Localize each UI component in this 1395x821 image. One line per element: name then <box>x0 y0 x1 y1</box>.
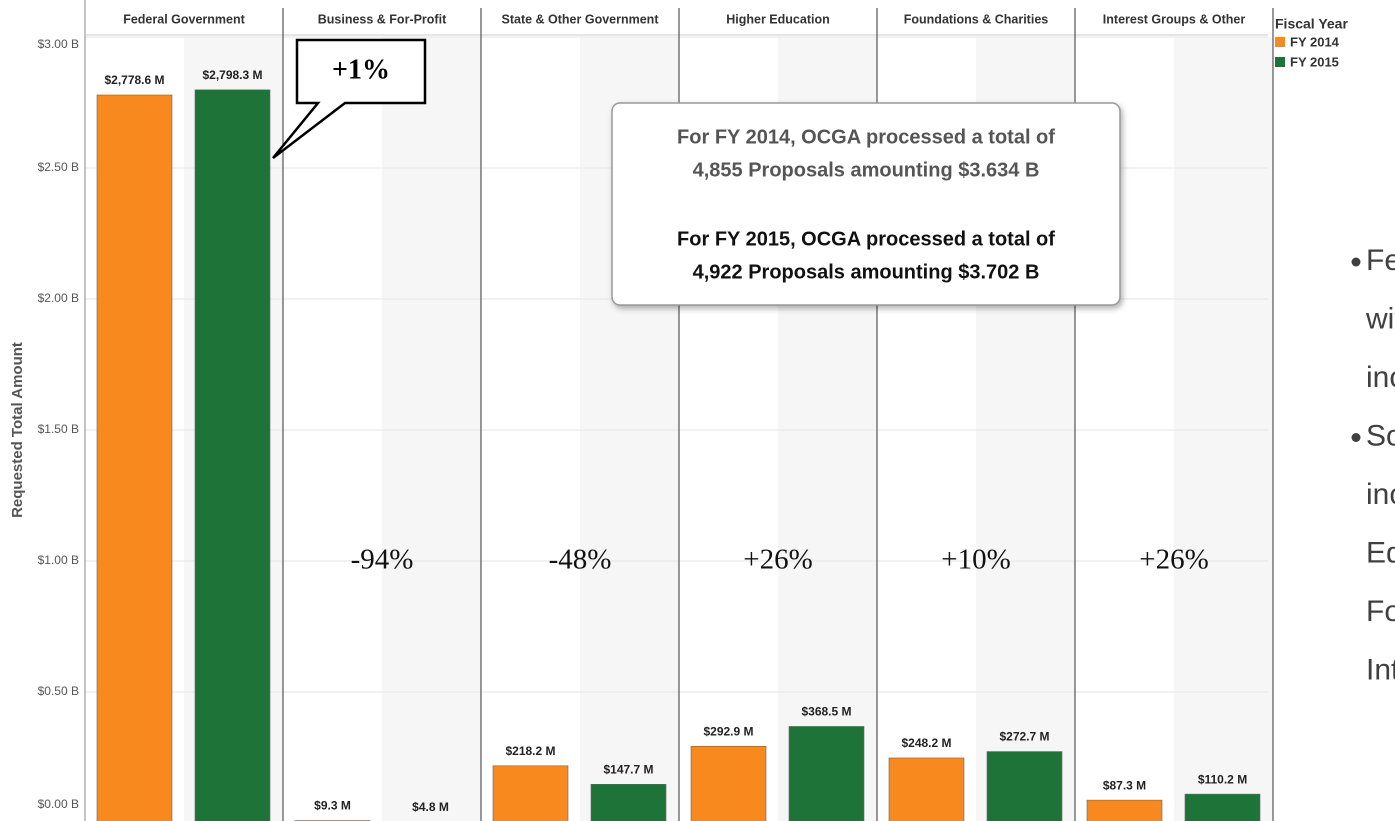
bar <box>986 751 1063 821</box>
legend-swatch <box>1275 37 1285 47</box>
bar <box>590 784 667 821</box>
pane-header: Business & For-Profit <box>318 12 447 26</box>
value-label: $87.3 M <box>1103 778 1146 792</box>
pane-header: Higher Education <box>726 12 829 26</box>
bullet-dot <box>1351 257 1361 267</box>
annotations: +1% For FY 2014, OCGA processed a total … <box>272 38 1121 306</box>
pane-header: Foundations & Charities <box>904 12 1049 26</box>
bar <box>690 745 767 821</box>
bar <box>492 765 569 821</box>
bar <box>1184 793 1261 821</box>
legend-label: FY 2015 <box>1290 54 1339 69</box>
y-tick-label: $1.00 B <box>38 553 79 567</box>
y-axis-label: Requested Total Amount <box>9 342 26 518</box>
bullet-text: inc <box>1366 478 1395 511</box>
bullet-dot <box>1351 433 1361 442</box>
info-text: For FY 2014, OCGA processed a total of <box>677 126 1055 148</box>
info-text: 4,922 Proposals amounting $3.702 B <box>693 261 1040 283</box>
bullet-text: wit <box>1365 302 1395 335</box>
callout-text: +1% <box>332 54 390 85</box>
value-label: $218.2 M <box>505 744 555 758</box>
y-tick-label: $1.50 B <box>38 422 79 436</box>
pane-shade <box>382 37 481 821</box>
pane-header: Federal Government <box>123 12 245 26</box>
bullet-text: Int <box>1366 653 1395 686</box>
bar <box>788 726 865 821</box>
value-label: $2,798.3 M <box>202 68 262 82</box>
change-label: -48% <box>549 544 612 576</box>
bar <box>1086 799 1163 821</box>
y-tick-label: $2.50 B <box>38 160 79 174</box>
change-label: -94% <box>351 544 414 576</box>
bullet-text: Son <box>1366 419 1395 452</box>
bullet-text: Edu <box>1366 536 1395 569</box>
change-label: +26% <box>743 544 813 576</box>
value-label: $110.2 M <box>1198 772 1247 786</box>
info-text: 4,855 Proposals amounting $3.634 B <box>693 159 1040 181</box>
y-tick-label: $0.00 B <box>38 797 79 811</box>
value-label: $368.5 M <box>801 705 851 719</box>
legend-label: FY 2014 <box>1290 34 1340 49</box>
change-label: +26% <box>1139 544 1209 576</box>
value-label: $272.7 M <box>999 730 1049 744</box>
y-tick-label: $0.50 B <box>38 684 79 698</box>
value-label: $2,778.6 M <box>104 73 164 87</box>
value-label: $248.2 M <box>901 736 951 750</box>
change-label: +10% <box>941 544 1011 576</box>
bar <box>194 89 271 821</box>
bar <box>888 757 965 821</box>
pane-header: State & Other Government <box>502 12 660 26</box>
bullet-text: inc <box>1366 361 1395 394</box>
legend-title: Fiscal Year <box>1275 16 1348 32</box>
y-tick-label: $3.00 B <box>38 37 79 51</box>
callout-box <box>272 38 427 159</box>
y-tick-label: $2.00 B <box>38 291 79 305</box>
bullet-text: Fou <box>1366 595 1395 628</box>
value-label: $292.9 M <box>703 724 753 738</box>
legend-swatch <box>1275 57 1285 67</box>
pane-header: Interest Groups & Other <box>1103 12 1246 26</box>
info-text: For FY 2015, OCGA processed a total of <box>677 228 1055 250</box>
bar <box>96 94 173 821</box>
value-label: $4.8 M <box>412 800 449 814</box>
pane-shade <box>1174 37 1273 821</box>
value-label: $9.3 M <box>314 799 351 813</box>
value-label: $147.7 M <box>603 762 653 776</box>
info-box <box>611 102 1121 306</box>
bullet-text: Fed <box>1366 244 1395 277</box>
